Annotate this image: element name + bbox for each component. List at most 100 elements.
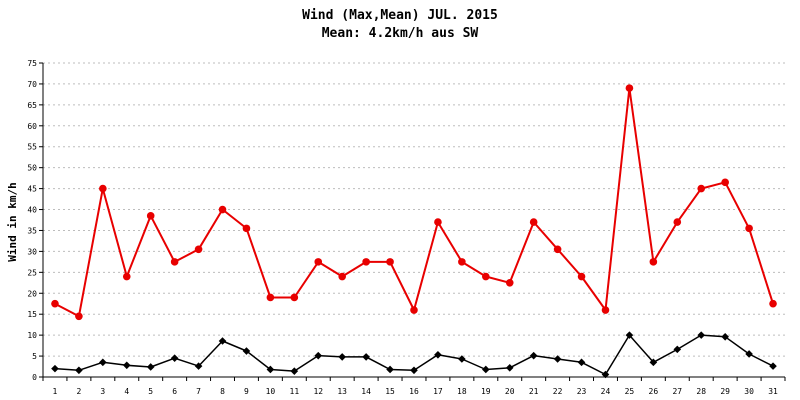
x-tick-label: 13 (337, 387, 347, 396)
data-point (577, 272, 586, 281)
data-point (218, 205, 227, 214)
data-point (769, 299, 777, 308)
x-tick-label: 22 (553, 387, 563, 396)
data-point (649, 258, 658, 266)
data-point (458, 258, 466, 266)
y-tick-label: 20 (27, 289, 37, 298)
x-tick-label: 3 (100, 387, 105, 396)
data-point (482, 272, 490, 281)
data-point (434, 351, 442, 359)
data-point (673, 218, 682, 226)
y-axis-label: Wind in km/h (6, 182, 19, 261)
data-point (194, 362, 203, 370)
data-point (362, 353, 370, 361)
data-point (553, 245, 562, 254)
data-point (601, 370, 610, 379)
data-point (122, 361, 131, 370)
x-tick-label: 1 (53, 387, 58, 396)
data-point (146, 363, 155, 371)
data-point (745, 350, 753, 358)
grid-lines (43, 62, 785, 357)
x-tick-label: 7 (196, 387, 201, 396)
data-point (290, 293, 299, 302)
y-tick-label: 55 (27, 143, 37, 152)
x-tick-label: 16 (409, 387, 419, 396)
y-tick-label: 10 (27, 331, 37, 340)
x-tick-labels: 1 2 3 4 5 6 7 8 9 10 11 12 13 14 15 16 17 18 19 20 21 22 23 24 2… (53, 387, 778, 396)
x-tick-label: 14 (361, 387, 371, 396)
y-tick-label: 0 (32, 373, 37, 382)
x-tick-label: 10 (266, 387, 276, 396)
data-point (266, 365, 275, 374)
x-tick-label: 24 (601, 387, 611, 396)
data-point (51, 299, 59, 308)
data-point (266, 293, 275, 302)
data-point (769, 362, 777, 370)
data-point (242, 347, 251, 355)
x-tick-label: 6 (172, 387, 177, 396)
x-tick-label: 27 (672, 387, 682, 396)
x-tick-label: 23 (577, 387, 587, 396)
data-point (122, 272, 131, 281)
data-point (99, 184, 107, 193)
data-point (745, 224, 753, 233)
data-point (649, 358, 658, 367)
series-2 (51, 331, 777, 379)
data-point (386, 365, 394, 374)
data-point (194, 245, 203, 254)
series-1-line (54, 87, 774, 318)
chart-title: Wind (Max,Mean) JUL. 2015 (302, 8, 498, 23)
y-tick-label: 40 (27, 206, 37, 215)
x-tick-label: 8 (220, 387, 225, 396)
x-tick-label: 9 (244, 387, 249, 396)
x-tick-label: 5 (148, 387, 153, 396)
data-point (75, 366, 83, 375)
x-tick-label: 11 (290, 387, 300, 396)
axes (39, 62, 786, 381)
y-tick-label: 65 (27, 101, 37, 110)
y-tick-label: 70 (27, 80, 37, 89)
data-point (386, 258, 394, 266)
y-tick-label: 45 (27, 185, 37, 194)
data-point (553, 355, 562, 363)
x-tick-label: 12 (313, 387, 323, 396)
data-point (338, 272, 346, 281)
data-point (505, 279, 514, 287)
x-tick-label: 18 (457, 387, 467, 396)
chart-subtitle: Mean: 4.2km/h aus SW (322, 26, 479, 41)
x-tick-label: 30 (744, 387, 754, 396)
x-tick-label: 2 (76, 387, 81, 396)
x-tick-label: 29 (720, 387, 730, 396)
y-tick-label: 60 (27, 122, 37, 131)
data-point (529, 218, 538, 226)
data-point (314, 351, 323, 360)
data-point (482, 365, 490, 374)
x-tick-label: 31 (768, 387, 778, 396)
data-point (601, 306, 610, 314)
y-tick-label: 35 (27, 226, 37, 235)
y-tick-label: 25 (27, 268, 37, 277)
x-tick-label: 17 (433, 387, 443, 396)
data-point (75, 312, 83, 321)
data-point (170, 354, 179, 362)
data-point (290, 367, 299, 375)
data-point (99, 358, 107, 367)
data-point (218, 337, 227, 345)
data-point (242, 224, 251, 233)
data-point (170, 258, 179, 266)
data-point (314, 258, 323, 266)
data-point (362, 258, 370, 266)
data-point (625, 84, 634, 92)
y-tick-label: 50 (27, 164, 37, 173)
data-point (697, 184, 706, 193)
data-point (721, 178, 729, 187)
data-point (434, 218, 442, 226)
data-series (51, 84, 777, 379)
x-tick-label: 21 (529, 387, 539, 396)
data-point (410, 306, 418, 314)
data-point (673, 345, 682, 354)
data-point (410, 366, 418, 375)
x-tick-label: 20 (505, 387, 515, 396)
data-point (721, 333, 729, 341)
